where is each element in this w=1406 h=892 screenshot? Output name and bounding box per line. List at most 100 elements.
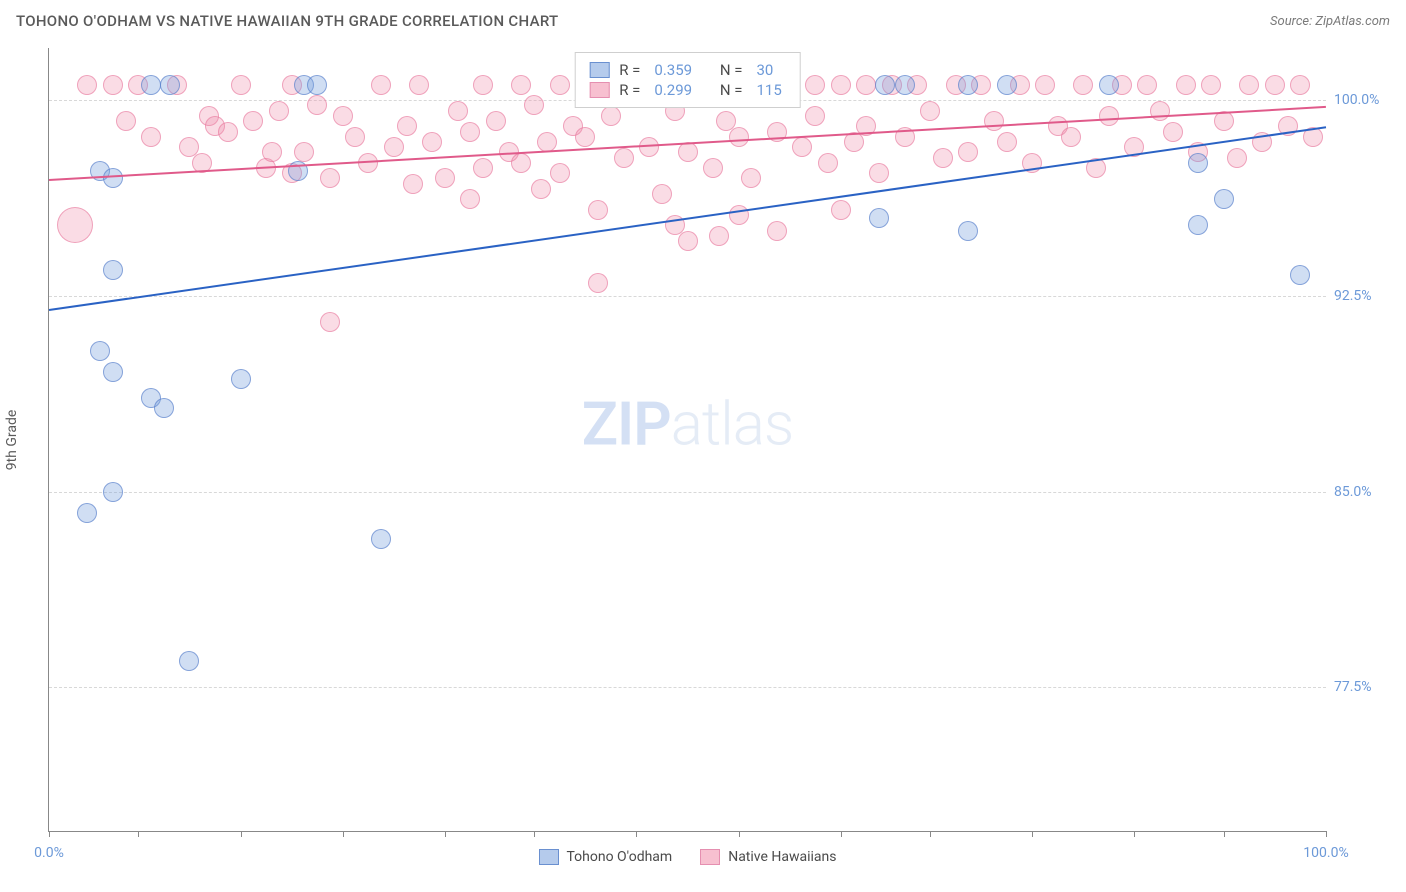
scatter-point: [141, 127, 161, 147]
gridline: [49, 296, 1326, 297]
scatter-point: [320, 168, 340, 188]
x-tick: [241, 831, 242, 837]
scatter-point: [1099, 75, 1119, 95]
scatter-point: [741, 168, 761, 188]
scatter-point: [639, 137, 659, 157]
scatter-point: [460, 189, 480, 209]
scatter-point: [103, 362, 123, 382]
legend-label-pink: Native Hawaiians: [728, 849, 836, 865]
n-label: N =: [720, 61, 743, 79]
scatter-point: [703, 158, 723, 178]
scatter-point: [958, 221, 978, 241]
scatter-point: [614, 148, 634, 168]
scatter-point: [473, 75, 493, 95]
scatter-point: [1290, 265, 1310, 285]
scatter-point: [531, 179, 551, 199]
scatter-point: [869, 208, 889, 228]
scatter-point: [1073, 75, 1093, 95]
legend-item-pink: Native Hawaiians: [700, 849, 836, 865]
scatter-point: [601, 106, 621, 126]
scatter-point: [511, 75, 531, 95]
x-tick: [739, 831, 740, 837]
scatter-point: [231, 75, 251, 95]
scatter-point: [709, 226, 729, 246]
scatter-point: [1201, 75, 1221, 95]
scatter-point: [154, 398, 174, 418]
scatter-point: [397, 116, 417, 136]
scatter-point: [1035, 75, 1055, 95]
x-tick: [138, 831, 139, 837]
scatter-point: [1163, 122, 1183, 142]
scatter-point: [678, 142, 698, 162]
chart-area: 9th Grade ZIPatlas R = 0.359 N = 30 R = …: [48, 48, 1326, 832]
scatter-point: [448, 101, 468, 121]
scatter-point: [57, 207, 93, 243]
scatter-point: [103, 75, 123, 95]
chart-source: Source: ZipAtlas.com: [1270, 14, 1390, 29]
scatter-point: [984, 111, 1004, 131]
scatter-point: [575, 127, 595, 147]
scatter-point: [729, 127, 749, 147]
scatter-point: [652, 184, 672, 204]
scatter-point: [869, 163, 889, 183]
x-tick: [445, 831, 446, 837]
r-value-pink: 0.299: [654, 81, 692, 99]
scatter-point: [103, 482, 123, 502]
scatter-point: [307, 75, 327, 95]
y-tick-label: 85.0%: [1334, 484, 1398, 500]
legend-row-blue: R = 0.359 N = 30: [589, 61, 786, 79]
scatter-point: [243, 111, 263, 131]
scatter-point: [384, 137, 404, 157]
scatter-point: [997, 132, 1017, 152]
swatch-blue-icon: [589, 62, 609, 78]
plot-area: ZIPatlas R = 0.359 N = 30 R = 0.299 N = …: [48, 48, 1326, 832]
scatter-point: [116, 111, 136, 131]
x-tick: [534, 831, 535, 837]
x-tick: [930, 831, 931, 837]
y-tick-label: 92.5%: [1334, 288, 1398, 304]
scatter-point: [1188, 153, 1208, 173]
x-tick: [1224, 831, 1225, 837]
scatter-point: [550, 163, 570, 183]
scatter-point: [920, 101, 940, 121]
r-label: R =: [619, 81, 640, 99]
legend-label-blue: Tohono O'odham: [567, 849, 673, 865]
x-tick-label: 0.0%: [34, 845, 64, 861]
swatch-pink-icon: [700, 849, 720, 865]
legend-row-pink: R = 0.299 N = 115: [589, 81, 786, 99]
scatter-point: [141, 75, 161, 95]
scatter-point: [537, 132, 557, 152]
scatter-point: [958, 75, 978, 95]
watermark: ZIPatlas: [582, 388, 794, 459]
scatter-point: [77, 75, 97, 95]
chart-title: TOHONO O'ODHAM VS NATIVE HAWAIIAN 9TH GR…: [16, 12, 559, 30]
scatter-point: [231, 369, 251, 389]
scatter-point: [792, 137, 812, 157]
legend-item-blue: Tohono O'odham: [539, 849, 673, 865]
scatter-point: [524, 95, 544, 115]
scatter-point: [550, 75, 570, 95]
scatter-point: [269, 101, 289, 121]
scatter-point: [805, 75, 825, 95]
y-tick-label: 77.5%: [1334, 679, 1398, 695]
scatter-point: [875, 75, 895, 95]
scatter-point: [435, 168, 455, 188]
scatter-point: [90, 341, 110, 361]
scatter-point: [678, 231, 698, 251]
scatter-point: [588, 273, 608, 293]
scatter-point: [218, 122, 238, 142]
x-tick: [636, 831, 637, 837]
scatter-point: [1137, 75, 1157, 95]
scatter-point: [403, 174, 423, 194]
scatter-point: [958, 142, 978, 162]
x-tick-label: 100.0%: [1303, 845, 1348, 861]
series-legend: Tohono O'odham Native Hawaiians: [539, 849, 837, 865]
scatter-point: [588, 200, 608, 220]
scatter-point: [103, 168, 123, 188]
y-axis-label: 9th Grade: [4, 410, 20, 471]
correlation-legend: R = 0.359 N = 30 R = 0.299 N = 115: [574, 52, 801, 108]
x-tick: [1032, 831, 1033, 837]
scatter-point: [1265, 75, 1285, 95]
scatter-point: [729, 205, 749, 225]
n-label: N =: [720, 81, 743, 99]
